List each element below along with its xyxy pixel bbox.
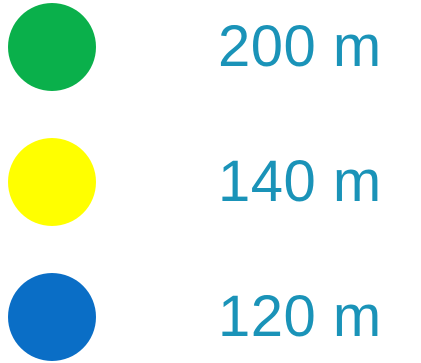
legend-item-140m: 140 m [0, 138, 421, 228]
legend-label: 140 m [218, 149, 382, 214]
blue-circle-icon [8, 273, 96, 361]
legend-item-200m: 200 m [0, 3, 421, 93]
yellow-circle-icon [8, 138, 96, 226]
legend-label: 120 m [218, 284, 382, 349]
legend-label: 200 m [218, 14, 382, 79]
legend-item-120m: 120 m [0, 273, 421, 363]
green-circle-icon [8, 3, 96, 91]
